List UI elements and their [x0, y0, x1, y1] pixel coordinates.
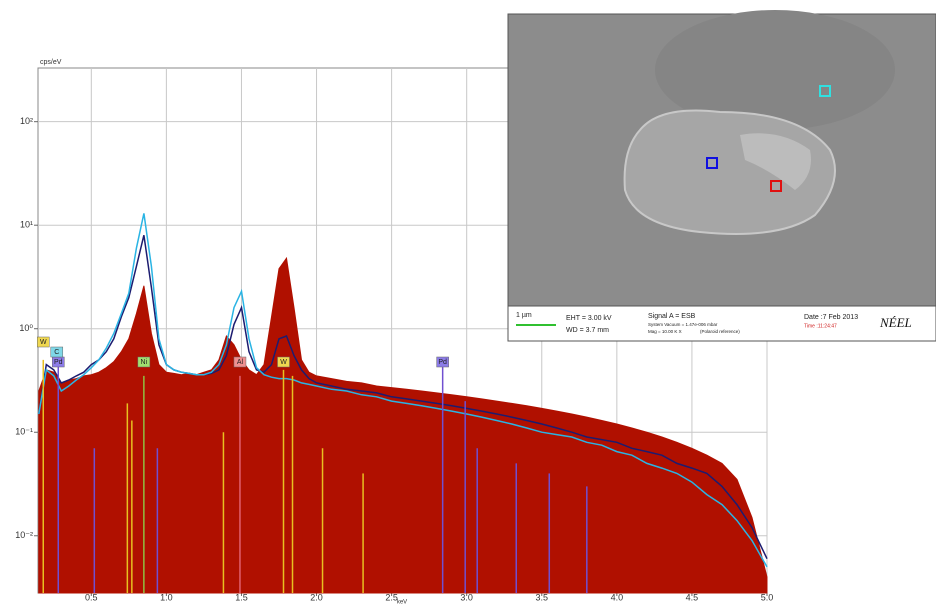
x-axis-label: keV [397, 600, 407, 606]
element-label-box [436, 356, 449, 368]
mag: Mag = 10.00 K X [648, 329, 682, 334]
eht: EHT = 3.00 kV [566, 315, 612, 322]
element-label: W [40, 339, 47, 346]
element-label: Ni [141, 359, 148, 366]
scale-label: 1 µm [516, 312, 532, 319]
element-label-box [37, 336, 50, 348]
logo: NÉEL [879, 315, 912, 330]
vacuum: System Vacuum = 1.47e-006 mbar [648, 322, 718, 327]
element-label: W [280, 359, 287, 366]
red-marker [770, 180, 782, 192]
element-label: Al [237, 359, 244, 366]
wd: WD = 3.7 mm [566, 327, 609, 334]
blue-marker [706, 157, 718, 169]
x-tick-label: 0.5 [85, 592, 98, 602]
x-tick-label: 1.5 [235, 592, 248, 602]
x-tick-label: 4.5 [686, 592, 699, 602]
y-axis-label: cps/eV [40, 59, 62, 66]
x-tick-label: 5.0 [761, 592, 774, 602]
sem-inset: 1 µm EHT = 3.00 kV WD = 3.7 mm Signal A … [507, 10, 936, 342]
x-tick-label: 1.0 [160, 592, 173, 602]
element-label-box [277, 356, 290, 368]
spectrum-line [38, 235, 768, 560]
y-tick-label: 10⁻² [15, 530, 33, 540]
chart: 10⁻² 10⁻¹ 10⁰ 10¹ 10² 0.5 1.0 1.5 2.0 2.5 3.0 3.5 4.… [15, 68, 773, 602]
x-tick-label: 3.5 [536, 592, 549, 602]
info-strip [507, 305, 936, 342]
element-label: Pd [438, 359, 447, 366]
element-label: C [54, 349, 59, 356]
reference: (Polaroid reference) [700, 329, 740, 334]
time: Time :11:24:47 [804, 323, 837, 329]
x-tick-label: 2.5 [385, 592, 398, 602]
cyan-marker [819, 85, 831, 97]
y-tick-label: 10⁻¹ [15, 427, 33, 437]
element-label-box [137, 356, 151, 368]
x-tick-label: 2.0 [310, 592, 323, 602]
element-label-box [50, 346, 64, 358]
y-tick-label: 10¹ [20, 220, 33, 230]
particle-bright-area [740, 133, 811, 190]
x-tick-label: 3.0 [460, 592, 473, 602]
date: Date :7 Feb 2013 [804, 314, 858, 321]
shadow [655, 10, 895, 130]
y-tick-label: 10⁰ [19, 323, 33, 333]
spectrum-area [38, 256, 768, 594]
y-tick-label: 10² [20, 116, 33, 126]
signal: Signal A = ESB [648, 313, 696, 320]
x-tick-label: 4.0 [611, 592, 624, 602]
element-label: Pd [54, 359, 63, 366]
element-label-box [233, 356, 247, 368]
spectrum-line [38, 213, 768, 568]
